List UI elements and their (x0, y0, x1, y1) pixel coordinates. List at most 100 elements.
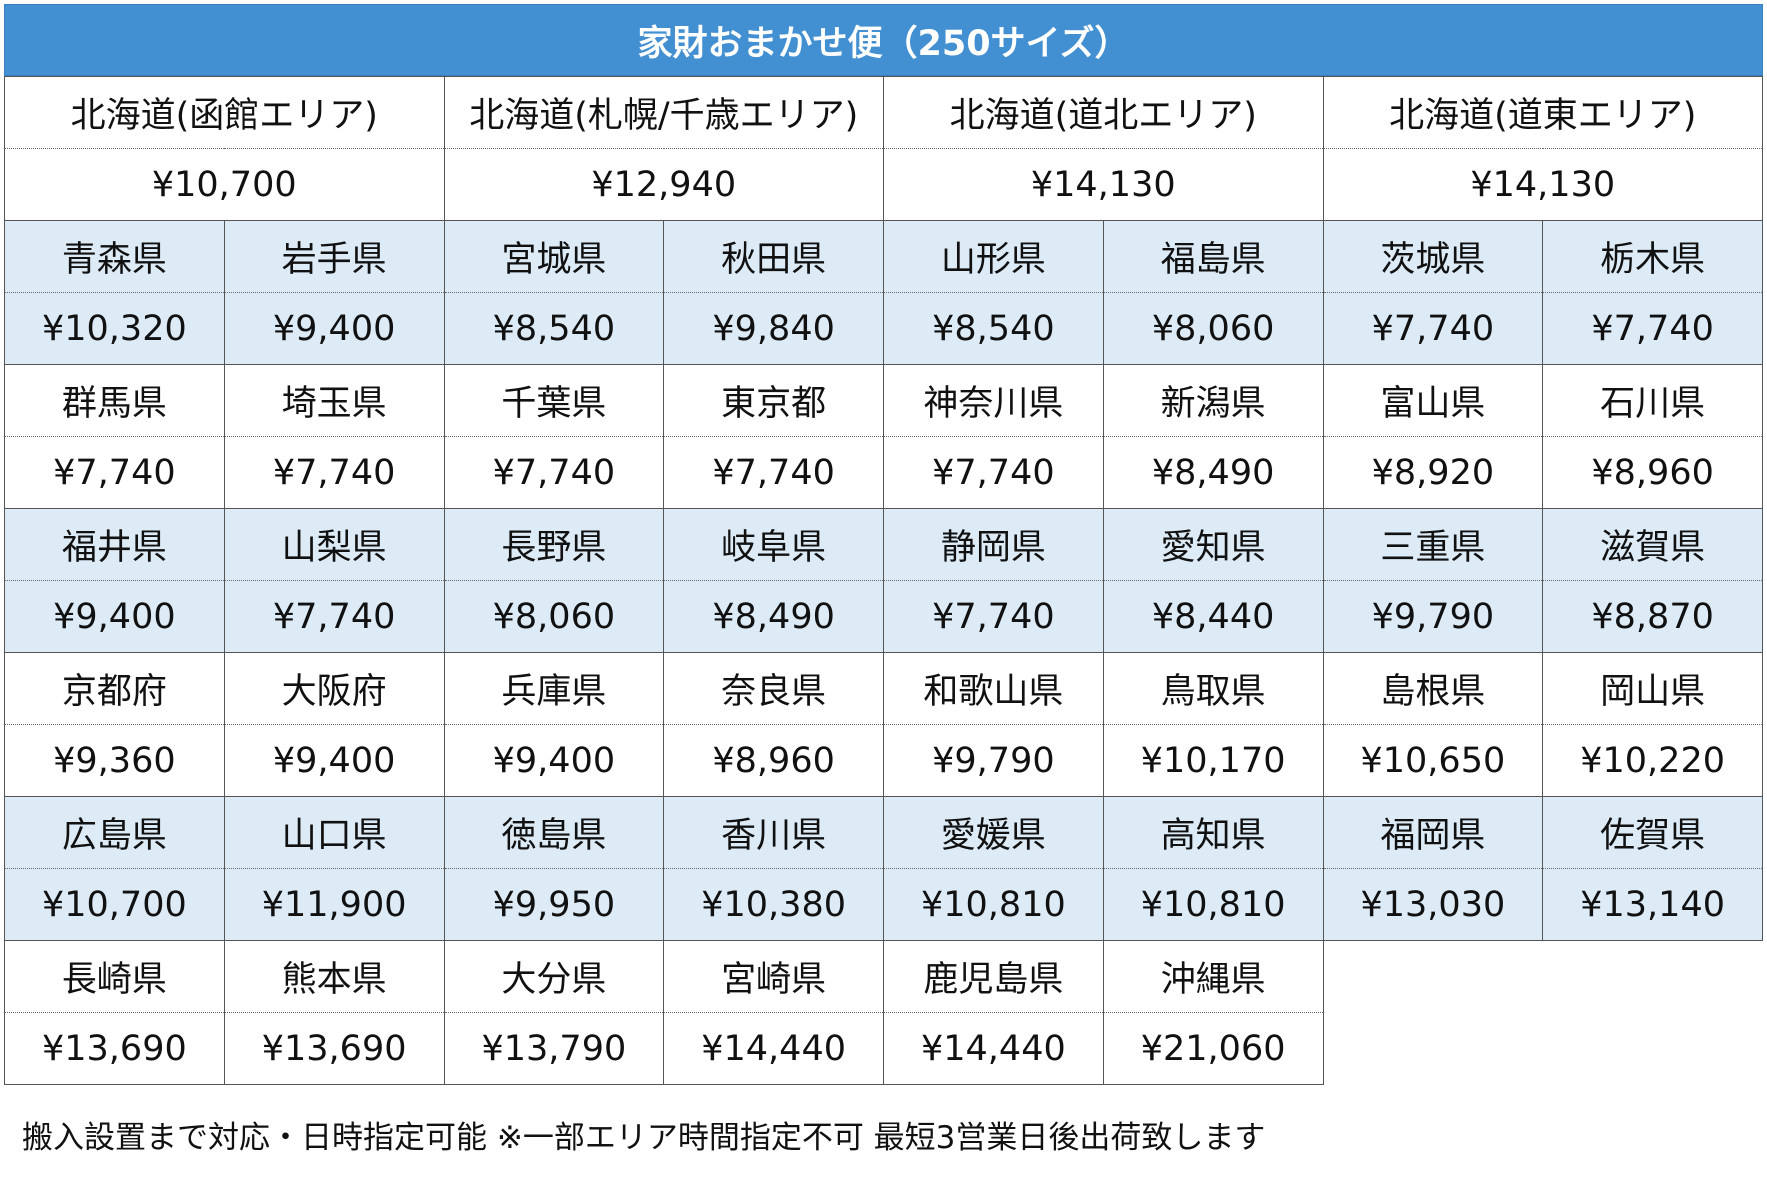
prefecture-price: ¥9,400 (443, 724, 665, 797)
prefecture-name: 宮城県 (443, 220, 665, 293)
prefecture-price: ¥10,220 (1542, 724, 1763, 797)
prefecture-name: 青森県 (4, 220, 225, 293)
prefecture-price: ¥13,030 (1322, 868, 1544, 941)
prefecture-price: ¥8,060 (1102, 292, 1324, 365)
prefecture-name: 栃木県 (1542, 220, 1763, 293)
prefecture-name: 東京都 (663, 364, 884, 437)
prefecture-name: 佐賀県 (1542, 796, 1763, 869)
prefecture-price-row: ¥13,690 ¥13,690 ¥13,790 ¥14,440 ¥14,440 ¥21,0… (4, 1012, 1763, 1085)
empty-cell (1323, 1012, 1543, 1085)
prefecture-name: 福島県 (1102, 220, 1324, 293)
area-name: 北海道(道北エリア) (883, 76, 1324, 149)
prefecture-name: 岐阜県 (663, 508, 884, 581)
prefecture-price-row: ¥7,740 ¥7,740 ¥7,740 ¥7,740 ¥7,740 ¥8,490 ¥8,9… (4, 436, 1763, 509)
area-price: ¥14,130 (1322, 148, 1763, 221)
prefecture-price: ¥9,360 (4, 724, 225, 797)
prefecture-price: ¥9,400 (223, 724, 445, 797)
prefecture-name: 広島県 (4, 796, 225, 869)
prefecture-name-row: 京都府 大阪府 兵庫県 奈良県 和歌山県 鳥取県 島根県 岡山県 (4, 652, 1763, 725)
prefecture-name: 京都府 (4, 652, 225, 725)
prefecture-price: ¥11,900 (223, 868, 445, 941)
prefecture-price: ¥9,400 (223, 292, 445, 365)
prefecture-name: 滋賀県 (1542, 508, 1763, 581)
prefecture-name: 岡山県 (1542, 652, 1763, 725)
prefecture-price: ¥10,810 (883, 868, 1104, 941)
table-title: 家財おまかせ便（250サイズ） (4, 4, 1763, 76)
prefecture-name: 茨城県 (1322, 220, 1544, 293)
prefecture-price: ¥14,440 (663, 1012, 884, 1085)
prefecture-name: 山梨県 (223, 508, 445, 581)
prefecture-name: 石川県 (1542, 364, 1763, 437)
prefecture-price: ¥7,740 (443, 436, 665, 509)
prefecture-price: ¥10,810 (1102, 868, 1324, 941)
prefecture-price: ¥7,740 (1322, 292, 1544, 365)
prefecture-price: ¥10,650 (1322, 724, 1544, 797)
prefecture-name: 岩手県 (223, 220, 445, 293)
prefecture-name-row: 広島県 山口県 徳島県 香川県 愛媛県 高知県 福岡県 佐賀県 (4, 796, 1763, 869)
prefecture-price: ¥7,740 (663, 436, 884, 509)
prefecture-name: 香川県 (663, 796, 884, 869)
prefecture-price-row: ¥9,400 ¥7,740 ¥8,060 ¥8,490 ¥7,740 ¥8,440 ¥9,7… (4, 580, 1763, 653)
prefecture-price: ¥8,960 (1542, 436, 1763, 509)
prefecture-price: ¥10,320 (4, 292, 225, 365)
prefecture-name-row: 福井県 山梨県 長野県 岐阜県 静岡県 愛知県 三重県 滋賀県 (4, 508, 1763, 581)
prefecture-price: ¥9,790 (1322, 580, 1544, 653)
prefecture-name: 大分県 (443, 940, 665, 1013)
prefecture-price: ¥8,870 (1542, 580, 1763, 653)
prefecture-price: ¥8,060 (443, 580, 665, 653)
prefecture-price-row: ¥10,320 ¥9,400 ¥8,540 ¥9,840 ¥8,540 ¥8,060 ¥7,… (4, 292, 1763, 365)
prefecture-price: ¥7,740 (4, 436, 225, 509)
prefecture-price: ¥7,740 (883, 580, 1104, 653)
prefecture-price: ¥7,740 (223, 436, 445, 509)
prefecture-price: ¥8,490 (1102, 436, 1324, 509)
prefecture-name: 長崎県 (4, 940, 225, 1013)
prefecture-price: ¥8,540 (883, 292, 1104, 365)
prefecture-name: 三重県 (1322, 508, 1544, 581)
prefecture-price: ¥10,380 (663, 868, 884, 941)
prefecture-price: ¥7,740 (223, 580, 445, 653)
prefecture-price: ¥7,740 (883, 436, 1104, 509)
prefecture-name: 愛媛県 (883, 796, 1104, 869)
prefecture-name: 山形県 (883, 220, 1104, 293)
prefecture-name: 沖縄県 (1102, 940, 1324, 1013)
prefecture-name: 鳥取県 (1102, 652, 1324, 725)
prefecture-name: 大阪府 (223, 652, 445, 725)
prefecture-name: 福井県 (4, 508, 225, 581)
prefecture-name: 山口県 (223, 796, 445, 869)
area-price: ¥14,130 (883, 148, 1324, 221)
area-price: ¥10,700 (4, 148, 445, 221)
area-price: ¥12,940 (443, 148, 884, 221)
prefecture-name: 奈良県 (663, 652, 884, 725)
prefecture-price: ¥21,060 (1102, 1012, 1324, 1085)
prefecture-price: ¥14,440 (883, 1012, 1104, 1085)
empty-cell (1323, 940, 1543, 1013)
prefecture-name: 神奈川県 (883, 364, 1104, 437)
prefecture-price: ¥9,950 (443, 868, 665, 941)
prefecture-name: 宮崎県 (663, 940, 884, 1013)
area-name: 北海道(函館エリア) (4, 76, 445, 149)
prefecture-name: 埼玉県 (223, 364, 445, 437)
prefecture-name: 愛知県 (1102, 508, 1324, 581)
prefecture-name: 長野県 (443, 508, 665, 581)
prefecture-name: 静岡県 (883, 508, 1104, 581)
prefecture-price: ¥13,690 (4, 1012, 225, 1085)
prefecture-name: 徳島県 (443, 796, 665, 869)
area-name: 北海道(札幌/千歳エリア) (443, 76, 884, 149)
prefecture-name: 鹿児島県 (883, 940, 1104, 1013)
prefecture-price: ¥13,690 (223, 1012, 445, 1085)
prefecture-price-row: ¥10,700 ¥11,900 ¥9,950 ¥10,380 ¥10,810 ¥10,81… (4, 868, 1763, 941)
prefecture-name-row: 群馬県 埼玉県 千葉県 東京都 神奈川県 新潟県 富山県 石川県 (4, 364, 1763, 437)
prefecture-price: ¥10,700 (4, 868, 225, 941)
prefecture-price: ¥10,170 (1102, 724, 1324, 797)
hokkaido-price-row: ¥10,700 ¥12,940 ¥14,130 ¥14,130 (4, 148, 1763, 221)
prefecture-name: 和歌山県 (883, 652, 1104, 725)
prefecture-price: ¥8,920 (1322, 436, 1544, 509)
prefecture-price: ¥8,440 (1102, 580, 1324, 653)
prefecture-name: 千葉県 (443, 364, 665, 437)
prefecture-name: 新潟県 (1102, 364, 1324, 437)
footer-note: 搬入設置まで対応・日時指定可能 ※一部エリア時間指定不可 最短3営業日後出荷致し… (22, 1120, 1266, 1156)
prefecture-price: ¥9,400 (4, 580, 225, 653)
prefecture-price: ¥13,790 (443, 1012, 665, 1085)
prefecture-price: ¥9,840 (663, 292, 884, 365)
prefecture-price: ¥13,140 (1542, 868, 1763, 941)
